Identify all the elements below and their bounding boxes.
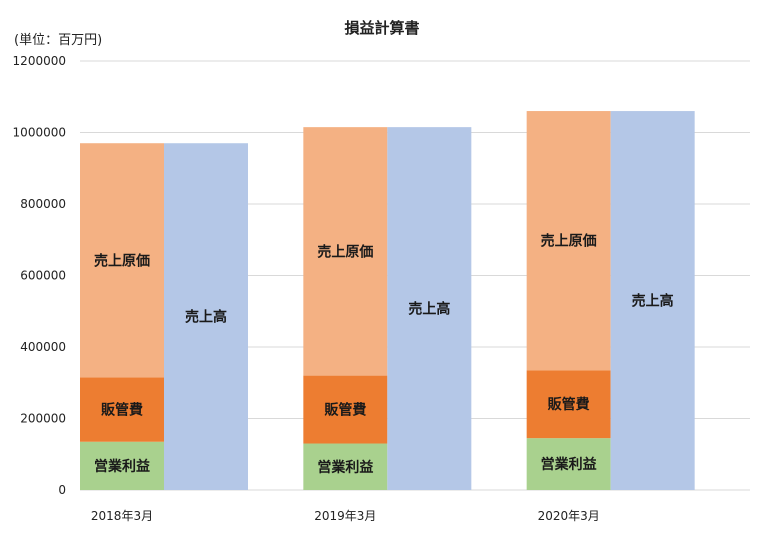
segment-label: 販管費: [324, 402, 366, 419]
bar-segment: [80, 377, 164, 442]
bar-total: [610, 111, 695, 491]
y-tick-label: 1000000: [13, 126, 66, 140]
chart-title: 損益計算書: [344, 19, 419, 37]
bar-segment: [303, 375, 388, 444]
bar-segment: [80, 143, 164, 378]
segment-label: 営業利益: [317, 459, 373, 476]
segment-label: 売上原価: [94, 252, 150, 269]
segment-label: 営業利益: [94, 458, 150, 475]
y-tick-label: 800000: [20, 197, 66, 211]
y-tick-label: 400000: [20, 340, 66, 354]
bar-total: [164, 143, 248, 490]
x-tick-label: 2020年3月: [538, 509, 600, 523]
bar-total: [387, 127, 472, 490]
bar-segment: [80, 441, 164, 490]
segment-label: 販管費: [101, 402, 143, 419]
bar-segment: [526, 438, 611, 490]
y-tick-label: 0: [58, 483, 66, 497]
segment-label: 売上原価: [317, 243, 373, 260]
y-tick-label: 200000: [20, 412, 66, 426]
y-tick-label: 600000: [20, 269, 66, 283]
unit-label: (単位：百万円): [14, 32, 102, 48]
segment-label: 営業利益: [541, 456, 597, 473]
y-tick-label: 1200000: [13, 54, 66, 68]
bar-segment: [526, 111, 611, 371]
total-label: 売上高: [185, 309, 227, 326]
total-label: 売上高: [632, 293, 674, 310]
bar-segment: [526, 370, 611, 439]
segment-label: 売上原価: [541, 233, 597, 250]
bar-segment: [303, 127, 388, 376]
bar-segment: [303, 443, 388, 490]
y-axis-ticks: 0 200000 400000 600000 800000 1000000 1200000: [13, 54, 66, 497]
segment-label: 販管費: [548, 396, 590, 413]
x-tick-label: 2018年3月: [91, 509, 153, 523]
total-label: 売上高: [408, 301, 450, 318]
x-tick-label: 2019年3月: [314, 509, 376, 523]
x-axis-ticks: 2018年3月 2019年3月 2020年3月: [91, 509, 600, 523]
